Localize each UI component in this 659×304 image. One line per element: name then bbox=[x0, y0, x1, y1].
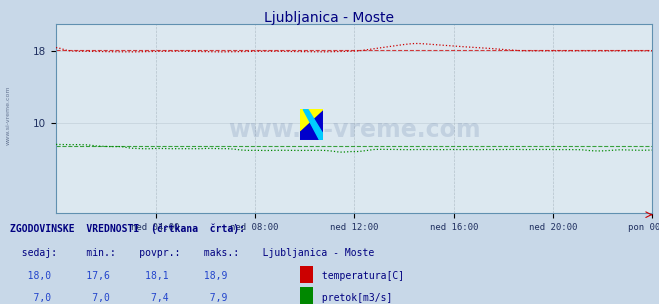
Text: Ljubljanica - Moste: Ljubljanica - Moste bbox=[264, 11, 395, 25]
Polygon shape bbox=[303, 109, 323, 140]
Polygon shape bbox=[300, 109, 323, 131]
Text: temperatura[C]: temperatura[C] bbox=[316, 271, 405, 282]
Text: pretok[m3/s]: pretok[m3/s] bbox=[316, 293, 393, 303]
Text: 7,0       7,0       7,4       7,9: 7,0 7,0 7,4 7,9 bbox=[10, 293, 227, 303]
Text: www.si-vreme.com: www.si-vreme.com bbox=[5, 86, 11, 145]
Text: www.si-vreme.com: www.si-vreme.com bbox=[228, 118, 480, 142]
Polygon shape bbox=[300, 109, 323, 140]
Text: 18,0      17,6      18,1      18,9: 18,0 17,6 18,1 18,9 bbox=[10, 271, 227, 282]
Text: ZGODOVINSKE  VREDNOSTI  (črtkana  črta):: ZGODOVINSKE VREDNOSTI (črtkana črta): bbox=[10, 223, 245, 234]
Text: sedaj:     min.:    povpr.:    maks.:    Ljubljanica - Moste: sedaj: min.: povpr.: maks.: Ljubljanica … bbox=[10, 248, 374, 258]
